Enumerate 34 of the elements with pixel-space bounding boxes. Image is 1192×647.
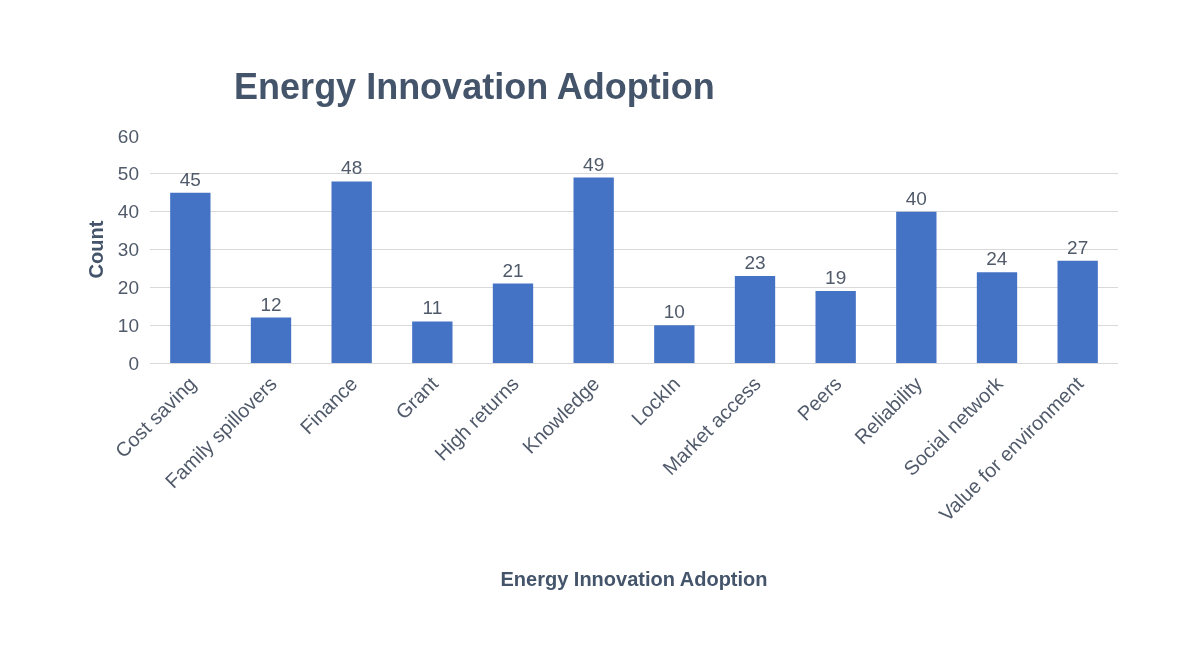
y-tick-label: 30 <box>117 239 139 261</box>
chart-title: Energy Innovation Adoption <box>234 65 715 107</box>
y-tick-label: 50 <box>117 163 139 185</box>
y-tick-label: 20 <box>117 276 139 298</box>
y-tick-label: 10 <box>117 314 139 336</box>
bar <box>976 272 1018 363</box>
bar <box>412 321 453 363</box>
bar <box>1057 260 1098 363</box>
y-tick-label: 40 <box>117 201 139 223</box>
data-label: 27 <box>1067 236 1089 258</box>
data-label: 21 <box>502 259 524 281</box>
y-axis-title: Count <box>85 220 108 279</box>
data-label: 45 <box>179 168 201 190</box>
bar <box>654 325 695 363</box>
data-label: 19 <box>825 267 847 289</box>
bar <box>331 181 372 363</box>
bar <box>573 177 614 363</box>
data-label: 48 <box>341 157 363 179</box>
data-label: 40 <box>905 187 927 209</box>
data-label: 11 <box>422 297 443 319</box>
y-tick-label: 0 <box>128 352 139 374</box>
y-tick-label: 60 <box>117 125 139 147</box>
data-label: 49 <box>583 153 605 175</box>
bar <box>170 192 211 363</box>
bar <box>815 291 856 363</box>
bar <box>492 283 534 363</box>
data-label: 12 <box>260 293 282 315</box>
x-axis-title: Energy Innovation Adoption <box>500 567 768 590</box>
data-label: 23 <box>744 251 766 273</box>
bar <box>250 317 292 363</box>
bar <box>896 211 937 363</box>
data-label: 24 <box>986 248 1008 270</box>
data-label: 10 <box>663 301 685 323</box>
bar <box>734 275 776 363</box>
